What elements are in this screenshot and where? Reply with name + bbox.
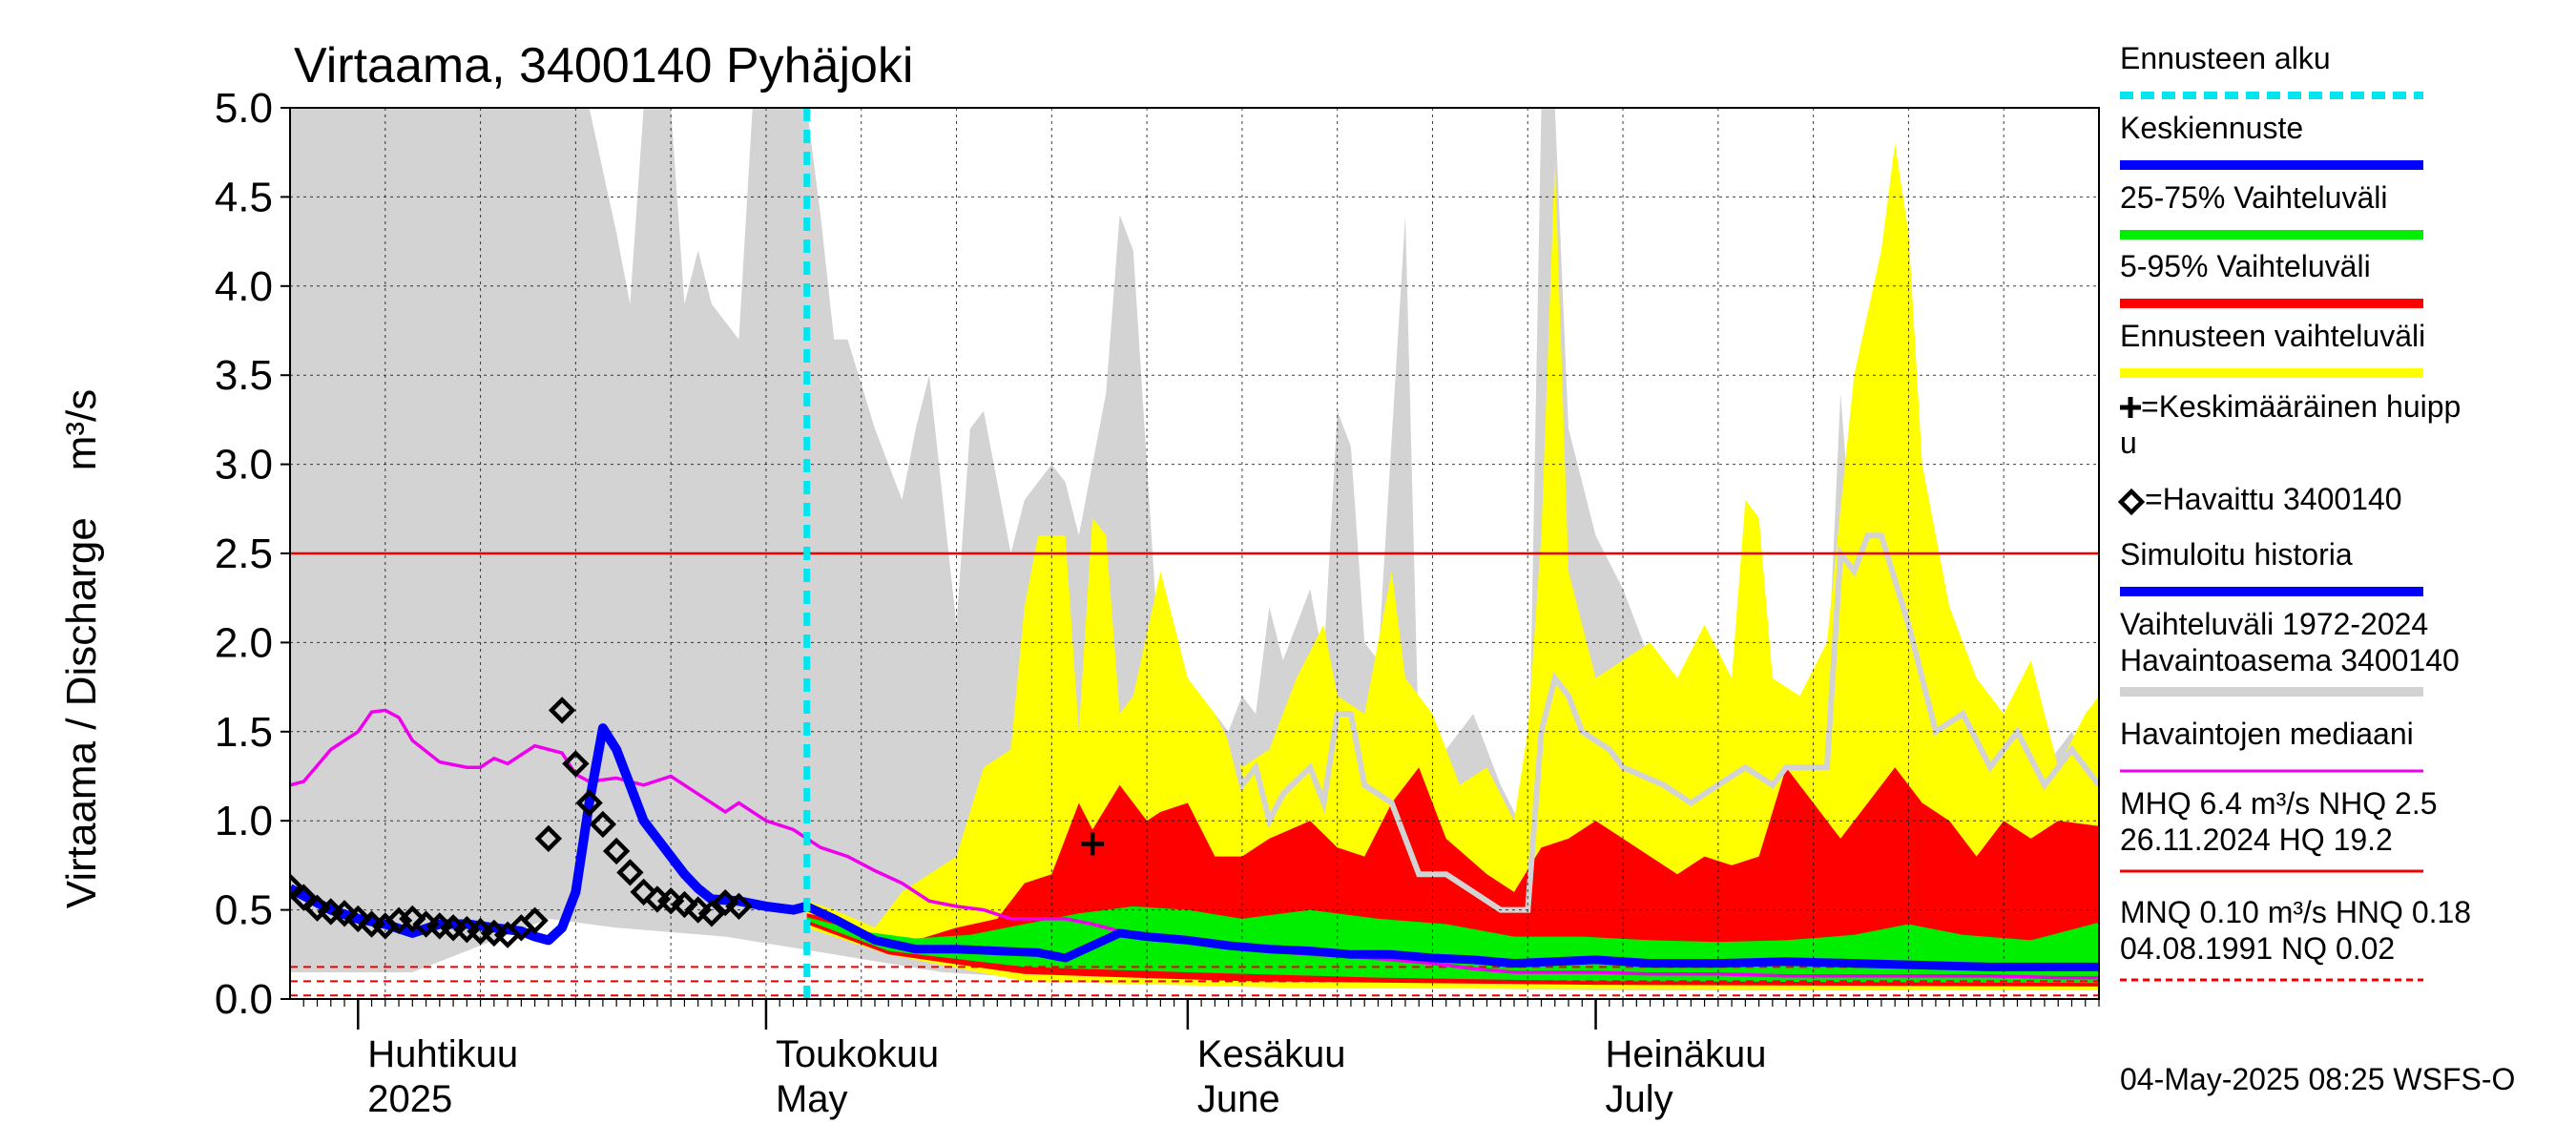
observed-point: [602, 837, 631, 865]
observed-point: [684, 896, 712, 924]
observed-point: [290, 884, 318, 911]
mean-peak-marker: [1081, 832, 1105, 856]
legend-item-observed: =Havaittu 3400140: [2117, 482, 2402, 516]
y-tick-label: 1.0: [215, 798, 273, 844]
observed-point: [521, 906, 549, 934]
mean-forecast-line: [804, 902, 2099, 971]
observed-point: [725, 892, 753, 921]
legend-label-2: 26.11.2024 HQ 19.2: [2120, 822, 2393, 857]
legend-label: =Havaittu 3400140: [2145, 482, 2402, 516]
legend-item-history: Vaihteluväli 1972-2024 Havaintoasema 340…: [2120, 607, 2460, 697]
axis-layer: 0.0 0.5 1.0 1.5 2.0 2.5 3.0 3.5 4.0 4.5 5.0 Huhtiku…: [215, 85, 2100, 1120]
x-month-sublabel: June: [1197, 1078, 1280, 1120]
x-month-label: Toukokuu: [776, 1033, 939, 1075]
x-month-sublabel: May: [776, 1078, 848, 1120]
legend-label-2: Havaintoasema 3400140: [2120, 643, 2460, 677]
legend-label: 25-75% Vaihteluväli: [2120, 180, 2387, 215]
observed-point: [630, 878, 657, 906]
grid-layer: [290, 108, 2099, 999]
y-tick-label: 0.0: [215, 976, 273, 1023]
x-month-label: Kesäkuu: [1197, 1033, 1346, 1075]
observed-point: [616, 859, 644, 886]
observed-point: [589, 810, 617, 839]
x-month-sublabel: 2025: [367, 1078, 452, 1120]
observed-point: [303, 894, 331, 922]
history-range-line: [1225, 532, 2099, 913]
observed-point: [562, 750, 590, 778]
observed-point: [575, 789, 603, 817]
y-tick-label: 4.5: [215, 174, 273, 220]
footer-timestamp: 04-May-2025 08:25 WSFS-O: [2120, 1062, 2515, 1096]
legend-item-forecast_range: Ennusteen vaihteluväli: [2120, 319, 2425, 378]
legend: Ennusteen alku Keskiennuste 25-75% Vaihtel…: [2117, 41, 2471, 982]
observed-point: [534, 824, 563, 853]
x-month-sublabel: July: [1606, 1078, 1673, 1120]
legend-label: MNQ 0.10 m³/s HNQ 0.18: [2120, 895, 2471, 929]
observed-point: [711, 888, 739, 917]
legend-diamond-icon: [2117, 488, 2146, 516]
legend-item-p25_75: 25-75% Vaihteluväli: [2120, 180, 2423, 239]
legend-label-2: 04.08.1991 NQ 0.02: [2120, 931, 2395, 966]
y-tick-label: 2.0: [215, 619, 273, 666]
legend-item-simulated: Simuloitu historia: [2120, 537, 2423, 596]
legend-item-mean: Keskiennuste: [2120, 111, 2423, 170]
x-month-label: Heinäkuu: [1606, 1033, 1767, 1075]
y-tick-label: 1.5: [215, 709, 273, 756]
y-axis-label: Virtaama / Discharge m³/s: [58, 389, 105, 908]
legend-label: Havaintojen mediaani: [2120, 717, 2414, 751]
y-tick-label: 4.0: [215, 263, 273, 310]
y-tick-label: 5.0: [215, 85, 273, 132]
y-tick-label: 3.5: [215, 352, 273, 399]
legend-label: 5-95% Vaihteluväli: [2120, 249, 2371, 283]
marks-layer: [290, 108, 2099, 999]
chart-title: Virtaama, 3400140 Pyhäjoki: [294, 38, 913, 94]
legend-label: Keskiennuste: [2120, 111, 2303, 145]
legend-item-forecast_start: Ennusteen alku: [2120, 41, 2423, 99]
y-tick-label: 2.5: [215, 531, 273, 577]
legend-item-mhq: MHQ 6.4 m³/s NHQ 2.526.11.2024 HQ 19.2: [2120, 786, 2438, 873]
median-line: [290, 708, 2099, 980]
observed-point: [656, 887, 685, 915]
legend-label: =Keskimääräinen huipp: [2141, 389, 2461, 424]
legend-item-median: Havaintojen mediaani: [2120, 717, 2423, 773]
legend-item-p5_95: 5-95% Vaihteluväli: [2120, 249, 2423, 308]
observed-point: [671, 890, 698, 919]
y-tick-label: 0.5: [215, 887, 273, 934]
legend-label: Vaihteluväli 1972-2024: [2120, 607, 2428, 641]
x-month-label: Huhtikuu: [367, 1033, 518, 1075]
legend-label: MHQ 6.4 m³/s NHQ 2.5: [2120, 786, 2438, 821]
observed-point: [290, 873, 304, 901]
observed-point: [399, 905, 426, 933]
y-tick-label: 3.0: [215, 442, 273, 489]
legend-label: Simuloitu historia: [2120, 537, 2353, 572]
legend-label: Ennusteen alku: [2120, 41, 2331, 75]
legend-label: Ennusteen vaihteluväli: [2120, 319, 2425, 353]
legend-label-2: u: [2120, 426, 2137, 460]
observed-point: [330, 900, 359, 927]
legend-plus-icon: [2120, 397, 2141, 418]
observed-point: [548, 697, 576, 724]
observed-point: [697, 900, 726, 927]
observed-point: [344, 905, 372, 933]
